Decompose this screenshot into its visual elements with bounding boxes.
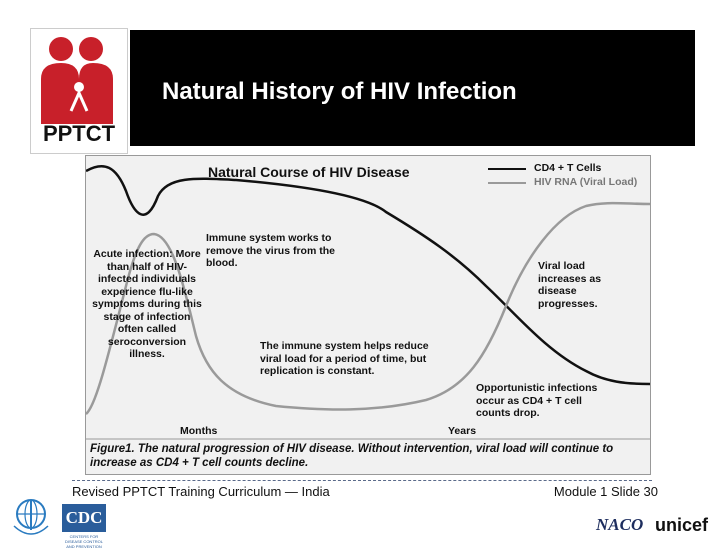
- viral-increases-annotation: Viral load increases as disease progress…: [538, 260, 602, 310]
- unicef-logo: unicef: [655, 515, 709, 535]
- immune-reduces-annotation: The immune system helps reduce viral loa…: [260, 340, 429, 377]
- hiv-course-diagram: [86, 165, 650, 440]
- immune-removes-annotation: Immune system works to remove the virus …: [206, 232, 335, 269]
- title-bar: Natural History of HIV Infection: [130, 30, 695, 146]
- legend-cd4-label: CD4 + T Cells: [534, 162, 602, 174]
- who-logo-icon: [13, 499, 49, 535]
- footer-curriculum: Revised PPTCT Training Curriculum — Indi…: [72, 484, 330, 499]
- naco-logo: NACO: [596, 515, 644, 534]
- legend-viral-label: HIV RNA (Viral Load): [534, 176, 638, 188]
- figure-caption: Figure1. The natural progression of HIV …: [90, 443, 614, 469]
- footer-slide-number: Module 1 Slide 30: [553, 484, 658, 499]
- cdc-subtitle: CENTERS FOR DISEASE CONTROL AND PREVENTI…: [64, 534, 103, 549]
- chart-title: Natural Course of HIV Disease: [208, 164, 410, 180]
- years-label: Years: [448, 425, 477, 437]
- family-icon: [41, 37, 113, 124]
- viral-load-curve: [86, 201, 650, 415]
- footer-divider: [72, 480, 652, 481]
- acute-annotation: Acute infection: More than half of HIV-i…: [92, 248, 202, 360]
- logo-text: PPTCT: [42, 121, 116, 146]
- cd4-curve: [86, 165, 650, 386]
- slide-title: Natural History of HIV Infection: [162, 78, 517, 105]
- opportunistic-annotation: Opportunistic infections occur as CD4 + …: [476, 382, 598, 419]
- hiv-course-figure: Natural Course of HIV Disease CD4 + T Ce…: [85, 155, 651, 475]
- months-label: Months: [180, 425, 218, 437]
- pptct-logo: PPTCT: [30, 28, 128, 154]
- cdc-logo: CDC: [62, 504, 106, 532]
